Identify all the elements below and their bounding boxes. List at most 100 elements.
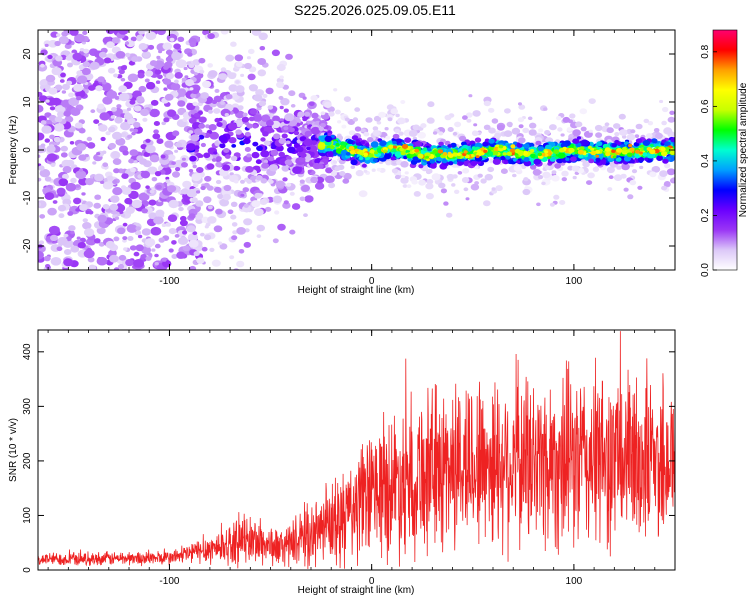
- spectrogram-cell: [472, 110, 481, 117]
- spectrogram-cell: [427, 147, 432, 152]
- spectrogram-cell: [198, 57, 206, 64]
- spectrogram-cell: [662, 106, 669, 113]
- spectrogram-cell: [495, 185, 503, 192]
- spectrogram-cell: [123, 247, 128, 251]
- spectrogram-cell: [202, 30, 210, 36]
- spectrogram-cell: [60, 72, 66, 78]
- spectrogram-cell: [220, 100, 225, 105]
- spectrogram-cell: [90, 109, 96, 114]
- spectrogram-cell: [70, 107, 81, 116]
- spectrogram-cell: [394, 151, 403, 158]
- spectrogram-cell: [426, 117, 435, 124]
- spectrogram-cell: [551, 175, 560, 182]
- spectrogram-cell: [426, 158, 430, 162]
- spectrogram-cell: [372, 158, 378, 163]
- spectrogram-cell: [581, 139, 590, 146]
- spectrogram-cell: [595, 149, 601, 154]
- spectrogram-cell: [220, 30, 229, 35]
- spectrogram-cell: [400, 161, 409, 168]
- spectrogram-cell: [323, 101, 332, 108]
- spectrogram-cell: [195, 0, 200, 1]
- spectrogram-cell: [235, 166, 241, 171]
- spectrogram-cell: [67, 211, 74, 216]
- spectrogram-cell: [133, 160, 138, 164]
- spectrogram-cell: [369, 149, 375, 154]
- spectrogram-cell: [168, 228, 177, 235]
- spectrogram-cell: [200, 185, 206, 191]
- spectrogram-cell: [145, 81, 156, 90]
- spectrogram-cell: [38, 250, 44, 260]
- colorbar-label: Normalized spectral amplitude: [738, 82, 749, 217]
- spectrogram-cell: [533, 158, 541, 165]
- spectrogram-cell: [411, 179, 418, 185]
- spectrogram-cell: [282, 177, 288, 182]
- spectrogram-cell: [244, 62, 252, 70]
- spectrogram-cell: [114, 117, 123, 124]
- spectrogram-cell: [621, 149, 627, 154]
- spectrogram-cell: [45, 97, 57, 106]
- spectrogram-cell: [161, 223, 167, 227]
- spectrogram-cell: [232, 230, 238, 235]
- spectrogram-cell: [216, 122, 223, 127]
- spectrogram-cell: [541, 152, 546, 157]
- spectrogram-cell: [348, 146, 355, 151]
- spectrogram-cell: [109, 254, 119, 263]
- spectrogram-cell: [196, 190, 201, 194]
- spectrogram-cell: [75, 170, 87, 180]
- spectrogram-cell: [187, 23, 195, 29]
- spectrogram-cell: [503, 130, 513, 138]
- spectrogram-cell: [150, 226, 162, 236]
- spectrogram-cell: [100, 136, 106, 142]
- spectrogram-cell: [392, 140, 397, 145]
- spectrogram-cell: [611, 149, 616, 153]
- spectrogram-cell: [535, 140, 542, 146]
- spectrogram-cell: [117, 227, 126, 235]
- spectrogram-cell: [129, 128, 134, 132]
- spectrogram-cell: [130, 167, 136, 173]
- spectrogram-cell: [413, 191, 421, 197]
- spectrogram-cell: [188, 63, 195, 68]
- spectrogram-cell: [635, 123, 643, 130]
- spectrogram-cell: [304, 130, 312, 137]
- spectrogram-cell: [195, 200, 204, 207]
- spectrogram-cell: [365, 143, 370, 147]
- spectrogram-cell: [505, 155, 511, 160]
- spectrogram-cell: [258, 100, 267, 107]
- spectrogram-cell: [233, 179, 239, 184]
- spectrogram-cell: [588, 98, 596, 104]
- spectrogram-cell: [76, 143, 87, 151]
- spectrogram-cell: [68, 92, 75, 98]
- spectrogram-cell: [457, 171, 463, 175]
- spectrogram-cell: [211, 259, 221, 267]
- spectrogram-cell: [156, 138, 164, 144]
- spectrogram-cell: [650, 138, 658, 144]
- spectrogram-cell: [140, 44, 147, 49]
- spectrogram-cell: [663, 127, 673, 135]
- spectrogram-cell: [646, 133, 653, 139]
- spectrogram-cell: [57, 237, 68, 246]
- spectrogram-frame: [37, 29, 676, 271]
- spectrogram-cell: [265, 87, 274, 95]
- spectrogram-cell: [175, 167, 181, 172]
- spectrogram-cell: [120, 77, 126, 82]
- spectrogram-cell: [218, 73, 228, 80]
- spectrogram-cell: [248, 84, 258, 92]
- spectrogram-cell: [284, 113, 295, 122]
- spectrogram-cell: [327, 132, 332, 137]
- spectrogram-cell: [243, 138, 251, 145]
- spectrogram-cell: [516, 160, 521, 164]
- spectrogram-cell: [235, 61, 243, 67]
- spectrogram-cell: [376, 167, 382, 172]
- spectrogram-cell: [145, 138, 151, 143]
- spectrogram-cell: [412, 156, 419, 162]
- spectrogram-cell: [138, 30, 145, 35]
- spectrogram-cell: [165, 222, 171, 227]
- spectrogram-cell: [184, 75, 189, 79]
- spectrogram-cell: [154, 69, 162, 75]
- spectrogram-cell: [227, 209, 234, 215]
- spectrogram-cell: [229, 255, 235, 260]
- y-tick-label: 200: [22, 452, 33, 469]
- spectrogram-cell: [149, 60, 158, 67]
